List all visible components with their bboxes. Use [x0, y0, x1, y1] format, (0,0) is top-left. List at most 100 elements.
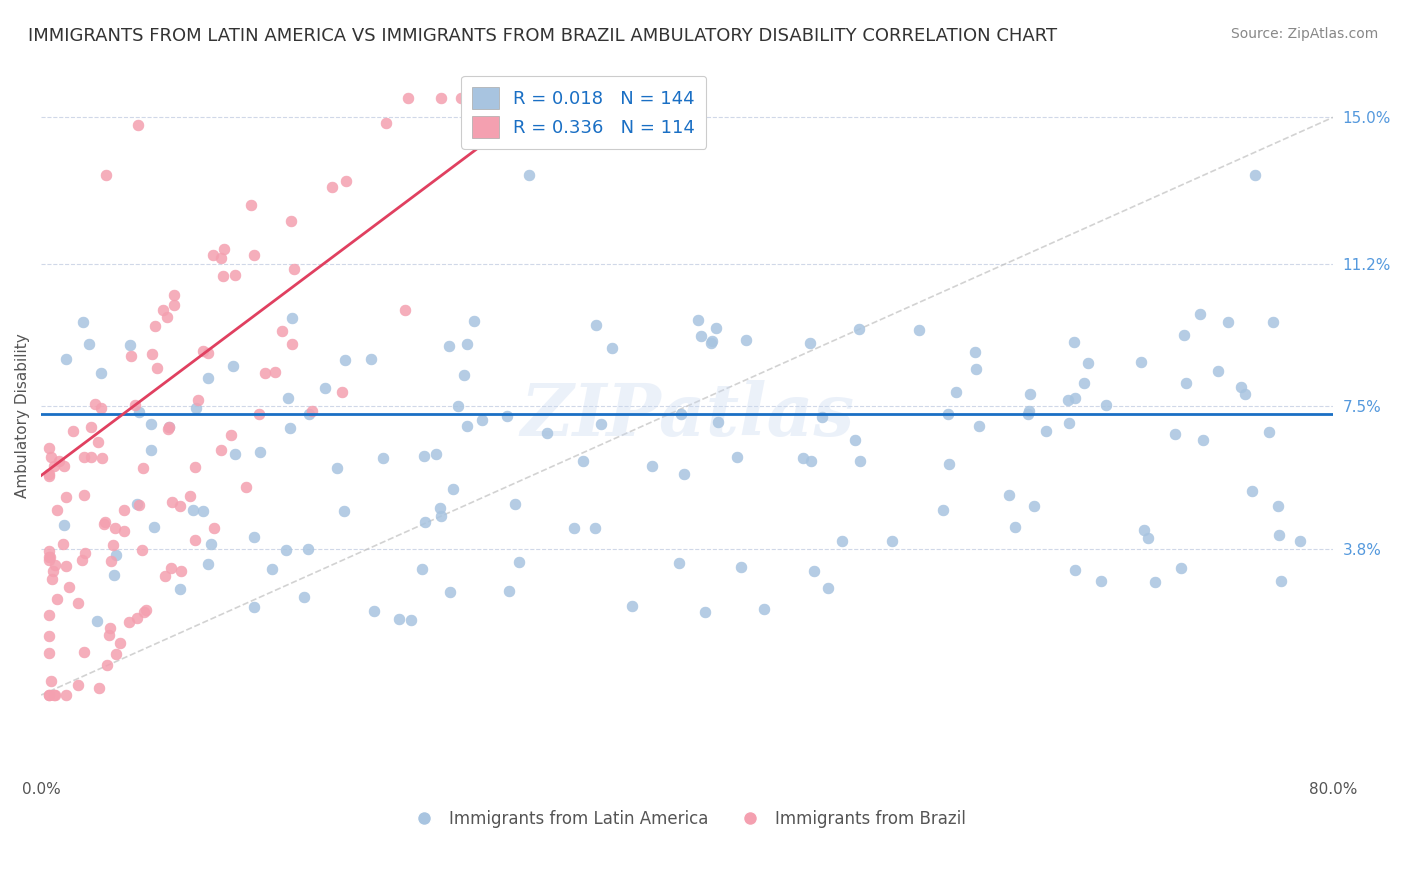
Point	[152, 303, 174, 318]
Point	[1229, 380, 1251, 394]
Point	[283, 261, 305, 276]
Point	[222, 359, 245, 374]
Point	[600, 342, 623, 356]
Point	[90, 367, 112, 381]
Point	[1017, 408, 1039, 422]
Point	[141, 417, 163, 431]
Point	[187, 393, 209, 408]
Point	[450, 91, 472, 105]
Point	[202, 521, 225, 535]
Point	[242, 248, 264, 262]
Point	[508, 555, 530, 569]
Point	[1258, 425, 1281, 439]
Point	[707, 416, 730, 430]
Point	[94, 168, 117, 182]
Point	[38, 688, 60, 702]
Point	[1063, 335, 1085, 350]
Point	[1173, 327, 1195, 342]
Legend: Immigrants from Latin America, Immigrants from Brazil: Immigrants from Latin America, Immigrant…	[401, 804, 973, 835]
Point	[66, 596, 89, 610]
Point	[276, 542, 298, 557]
Point	[998, 488, 1021, 502]
Point	[936, 407, 959, 421]
Point	[84, 397, 107, 411]
Point	[98, 622, 121, 636]
Point	[235, 480, 257, 494]
Point	[38, 467, 60, 481]
Point	[249, 444, 271, 458]
Point	[38, 628, 60, 642]
Point	[55, 688, 77, 702]
Point	[120, 338, 142, 352]
Point	[1191, 433, 1213, 447]
Point	[1268, 528, 1291, 542]
Point	[38, 688, 60, 702]
Point	[103, 538, 125, 552]
Point	[704, 320, 727, 334]
Point	[454, 91, 477, 105]
Point	[844, 433, 866, 447]
Point	[70, 553, 93, 567]
Point	[209, 443, 232, 458]
Point	[1243, 168, 1265, 182]
Point	[1170, 561, 1192, 575]
Point	[184, 460, 207, 475]
Point	[197, 371, 219, 385]
Point	[100, 554, 122, 568]
Point	[211, 269, 233, 284]
Point	[260, 562, 283, 576]
Point	[46, 591, 69, 606]
Point	[425, 447, 447, 461]
Point	[945, 384, 967, 399]
Point	[880, 533, 903, 548]
Point	[242, 530, 264, 544]
Point	[163, 298, 186, 312]
Point	[1077, 356, 1099, 370]
Point	[67, 678, 90, 692]
Point	[669, 408, 692, 422]
Point	[792, 451, 814, 466]
Point	[73, 645, 96, 659]
Point	[583, 521, 606, 535]
Point	[1059, 417, 1081, 431]
Point	[104, 647, 127, 661]
Point	[689, 329, 711, 343]
Point	[1267, 499, 1289, 513]
Point	[1233, 387, 1256, 401]
Point	[399, 613, 422, 627]
Point	[253, 366, 276, 380]
Point	[335, 174, 357, 188]
Point	[103, 568, 125, 582]
Point	[157, 420, 180, 434]
Point	[1073, 376, 1095, 390]
Point	[48, 454, 70, 468]
Point	[1090, 574, 1112, 588]
Point	[967, 419, 990, 434]
Point	[124, 398, 146, 412]
Point	[693, 605, 716, 619]
Point	[360, 351, 382, 366]
Point	[58, 580, 80, 594]
Point	[463, 313, 485, 327]
Point	[141, 346, 163, 360]
Point	[725, 450, 748, 465]
Point	[247, 407, 270, 421]
Point	[908, 323, 931, 337]
Point	[931, 503, 953, 517]
Point	[112, 503, 135, 517]
Point	[301, 404, 323, 418]
Point	[181, 503, 204, 517]
Point	[591, 417, 613, 431]
Point	[131, 543, 153, 558]
Point	[38, 553, 60, 567]
Point	[831, 533, 853, 548]
Point	[413, 449, 436, 463]
Point	[620, 599, 643, 613]
Point	[224, 268, 246, 282]
Point	[169, 500, 191, 514]
Point	[686, 312, 709, 326]
Point	[335, 352, 357, 367]
Point	[510, 91, 533, 105]
Point	[1130, 355, 1153, 369]
Point	[184, 533, 207, 548]
